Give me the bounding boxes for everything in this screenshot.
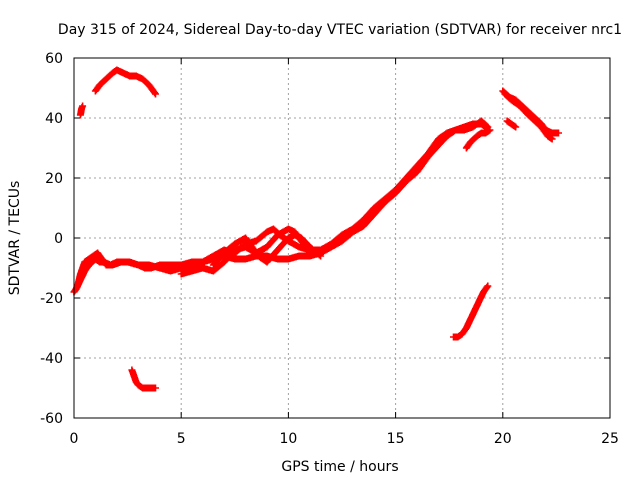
series-track-k bbox=[501, 90, 556, 143]
series-track-e bbox=[462, 126, 494, 152]
series-track-i bbox=[450, 282, 492, 341]
series-markers bbox=[501, 90, 556, 143]
series-markers bbox=[462, 126, 494, 152]
series-markers bbox=[209, 231, 325, 269]
y-tick-label: -60 bbox=[40, 411, 63, 427]
series-track-l bbox=[503, 117, 520, 131]
y-tick-label: 60 bbox=[45, 51, 63, 67]
tick-labels: 0 5 10 15 20 25 -60 -40 -20 0 20 40 60 bbox=[40, 51, 619, 447]
axis-ticks bbox=[73, 57, 611, 419]
x-axis-label: GPS time / hours bbox=[281, 459, 398, 475]
series-track-g bbox=[76, 102, 87, 119]
y-tick-label: 20 bbox=[45, 171, 63, 187]
series-track-h bbox=[128, 366, 159, 392]
series-markers bbox=[503, 117, 520, 131]
y-tick-label: 0 bbox=[54, 231, 63, 247]
x-tick-label: 25 bbox=[601, 431, 619, 447]
y-tick-label: 40 bbox=[45, 111, 63, 127]
y-tick-label: -20 bbox=[40, 291, 63, 307]
x-tick-label: 10 bbox=[279, 431, 297, 447]
series-track-d bbox=[209, 231, 325, 269]
x-tick-label: 5 bbox=[177, 431, 186, 447]
series-markers bbox=[128, 366, 159, 392]
grid-lines bbox=[74, 58, 610, 418]
data-points bbox=[70, 66, 562, 392]
series-markers bbox=[91, 66, 159, 98]
y-axis-label: SDTVAR / TECUs bbox=[7, 181, 23, 296]
x-tick-label: 15 bbox=[387, 431, 405, 447]
y-tick-label: -40 bbox=[40, 351, 63, 367]
chart-title: Day 315 of 2024, Sidereal Day-to-day VTE… bbox=[58, 22, 622, 38]
x-tick-label: 0 bbox=[70, 431, 79, 447]
x-tick-label: 20 bbox=[494, 431, 512, 447]
series-track-f bbox=[91, 66, 159, 98]
